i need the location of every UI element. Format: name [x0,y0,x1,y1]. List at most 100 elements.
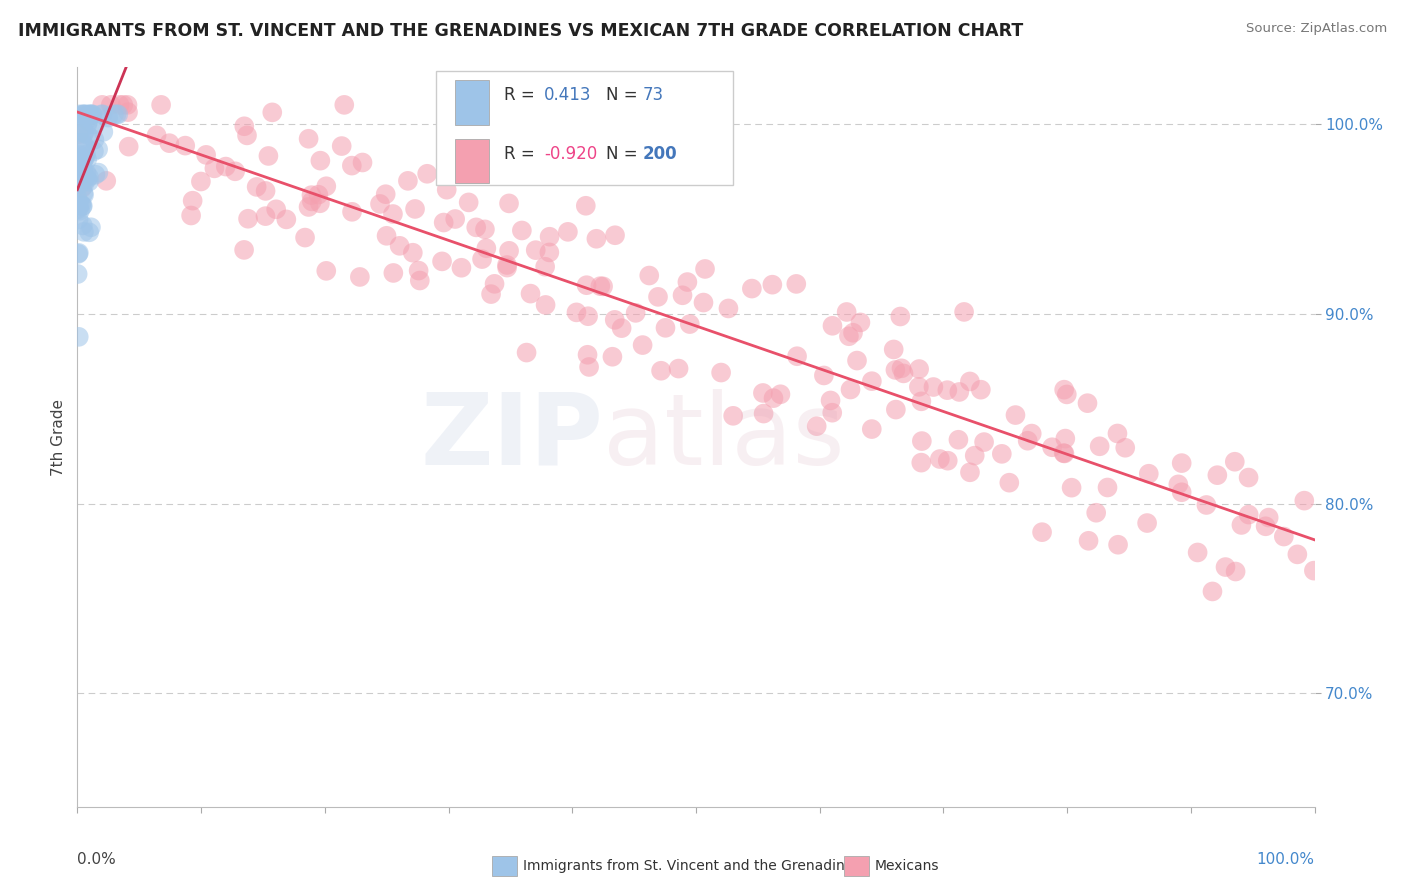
Text: R =: R = [505,145,534,162]
Point [624,306,647,320]
Point [959,465,981,479]
Point [66,267,89,281]
Point [118,139,141,153]
Point [80,107,103,121]
Point [66,159,89,173]
Point [276,212,298,227]
Point [484,277,506,291]
Point [70,136,93,150]
Point [721,409,744,423]
Point [73,127,96,141]
Bar [454,80,489,125]
Point [117,105,139,120]
Point [82,107,104,121]
Point [72,186,94,201]
Point [79,107,101,121]
Point [375,228,398,243]
Point [510,223,533,237]
Point [301,188,323,202]
Point [1237,508,1260,522]
Point [860,422,883,436]
Point [112,98,135,112]
Text: ZIP: ZIP [420,389,603,485]
Point [1060,481,1083,495]
Point [1254,519,1277,533]
Point [408,263,430,277]
Point [457,195,479,210]
Point [103,107,125,121]
Point [72,136,94,150]
Point [565,305,588,319]
Text: 0.0%: 0.0% [77,852,117,867]
Point [67,212,90,227]
Point [96,174,118,188]
Point [340,204,363,219]
Point [908,362,931,376]
Point [576,348,599,362]
Point [105,107,128,121]
Point [650,364,672,378]
Point [72,199,94,213]
Point [953,305,976,319]
Point [315,264,337,278]
Point [631,338,654,352]
Point [69,155,91,169]
Point [315,179,337,194]
Point [69,198,91,212]
Point [1195,498,1218,512]
Point [77,169,100,184]
Point [1272,529,1295,543]
Point [236,211,259,226]
Point [576,310,599,324]
Point [73,125,96,139]
Point [352,155,374,169]
Point [991,447,1014,461]
Point [67,200,90,214]
Point [846,353,869,368]
Text: Source: ZipAtlas.com: Source: ZipAtlas.com [1247,22,1388,36]
Point [73,171,96,186]
Point [839,383,862,397]
Point [647,290,669,304]
Point [1077,533,1099,548]
Point [67,246,90,260]
Point [835,305,858,319]
Text: 73: 73 [643,86,664,104]
Point [578,359,600,374]
Text: 0.413: 0.413 [544,86,592,104]
Point [76,153,98,167]
Point [87,166,110,180]
Point [692,295,714,310]
Point [294,230,316,244]
Text: N =: N = [606,145,637,162]
Point [72,154,94,169]
Point [948,433,970,447]
Point [575,199,598,213]
Point [524,243,547,257]
Point [233,120,256,134]
Point [233,243,256,257]
Point [592,279,614,293]
Point [1187,545,1209,559]
Point [910,456,932,470]
Text: 200: 200 [643,145,678,162]
Point [1076,396,1098,410]
Point [922,380,945,394]
Point [150,98,173,112]
Point [333,98,356,112]
Point [936,383,959,397]
Point [769,387,792,401]
Point [884,363,907,377]
Point [1054,432,1077,446]
Point [309,153,332,168]
Point [402,245,425,260]
Point [76,107,98,121]
Point [374,187,396,202]
Point [821,406,844,420]
Point [785,277,807,291]
Point [83,133,105,147]
Point [1170,456,1192,470]
Text: 100.0%: 100.0% [1257,852,1315,867]
Point [215,160,238,174]
Point [90,107,112,121]
